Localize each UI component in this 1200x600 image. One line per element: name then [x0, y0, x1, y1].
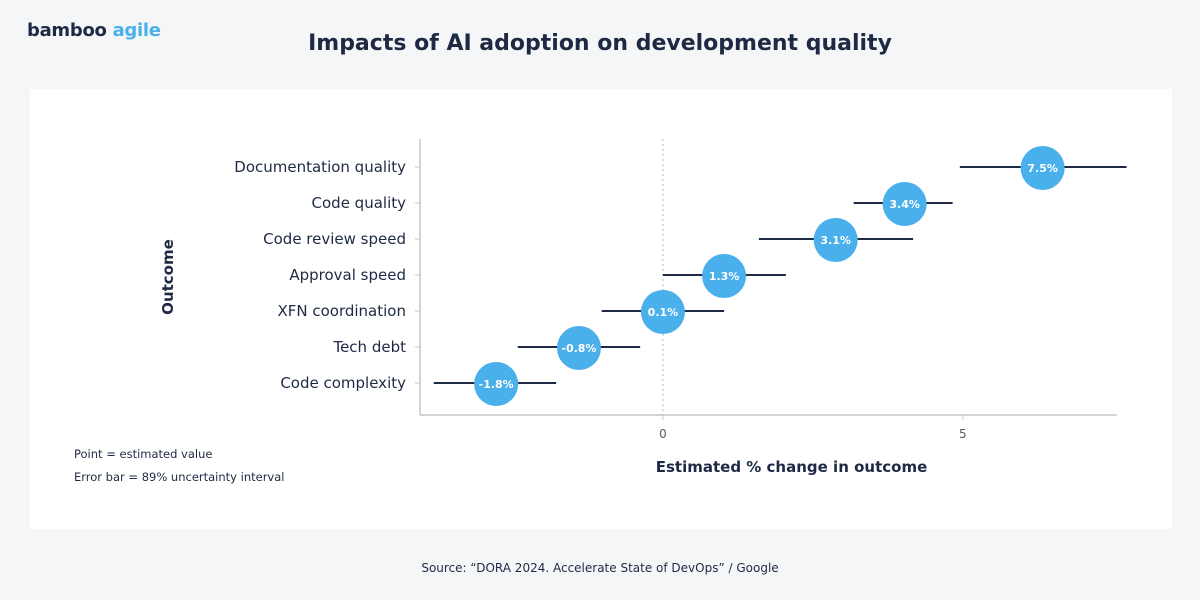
data-label: 0.1%: [648, 306, 679, 319]
x-axis-title: Estimated % change in outcome: [656, 458, 928, 476]
x-tick-label: 5: [959, 427, 967, 441]
chart-panel: [30, 89, 1172, 529]
y-tick-label: Approval speed: [289, 266, 406, 284]
point: [1020, 146, 1065, 190]
logo: bamboo agile: [27, 20, 161, 41]
y-tick-label: Code quality: [312, 194, 407, 212]
point: [702, 254, 747, 298]
data-label: -0.8%: [561, 342, 596, 355]
y-tick-label: XFN coordination: [277, 302, 406, 320]
page-title: Impacts of AI adoption on development qu…: [308, 31, 892, 56]
data-label: 3.1%: [820, 234, 851, 247]
legend-note-point: Point = estimated value: [74, 447, 213, 461]
point: [882, 182, 927, 226]
point: [813, 218, 858, 262]
data-label: -1.8%: [479, 378, 514, 391]
legend-note-error-bar: Error bar = 89% uncertainty interval: [74, 470, 285, 484]
point: [640, 290, 685, 334]
y-tick-label: Tech debt: [332, 338, 406, 356]
point: [474, 362, 519, 406]
data-label: 7.5%: [1027, 162, 1058, 175]
y-axis-title: Outcome: [159, 239, 177, 315]
y-tick-label: Documentation quality: [234, 158, 406, 176]
y-tick-label: Code complexity: [280, 374, 406, 392]
point: [556, 326, 601, 370]
data-label: 1.3%: [709, 270, 740, 283]
x-tick-label: 0: [659, 427, 667, 441]
data-label: 3.4%: [889, 198, 920, 211]
y-tick-label: Code review speed: [263, 230, 406, 248]
source-note: Source: “DORA 2024. Accelerate State of …: [421, 561, 779, 575]
